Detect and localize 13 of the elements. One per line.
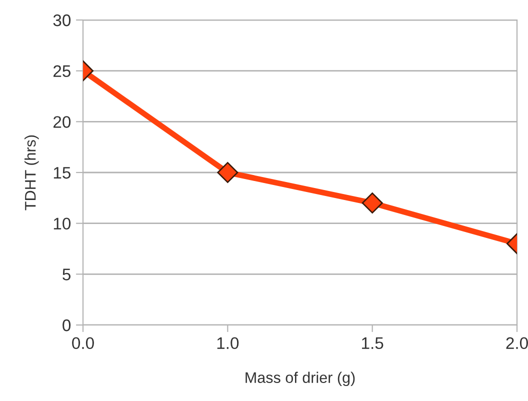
y-tick-label: 15 bbox=[54, 167, 70, 179]
y-tick-label: 10 bbox=[54, 218, 71, 230]
x-tick-label: 1.0 bbox=[217, 337, 239, 350]
x-tick-label: 1.5 bbox=[362, 337, 384, 350]
x-tick-label: 0.0 bbox=[72, 337, 94, 350]
y-tick-label: 30 bbox=[53, 14, 71, 26]
y-tick-label: 20 bbox=[53, 116, 71, 128]
y-axis-title: TDHT (hrs) bbox=[24, 135, 39, 210]
y-tick-label: 0 bbox=[62, 319, 71, 332]
y-tick-label: 25 bbox=[53, 65, 70, 78]
y-tick-label: 5 bbox=[62, 268, 70, 280]
x-axis-title: Mass of drier (g) bbox=[246, 372, 355, 386]
x-tick-label: 2.0 bbox=[506, 337, 528, 350]
